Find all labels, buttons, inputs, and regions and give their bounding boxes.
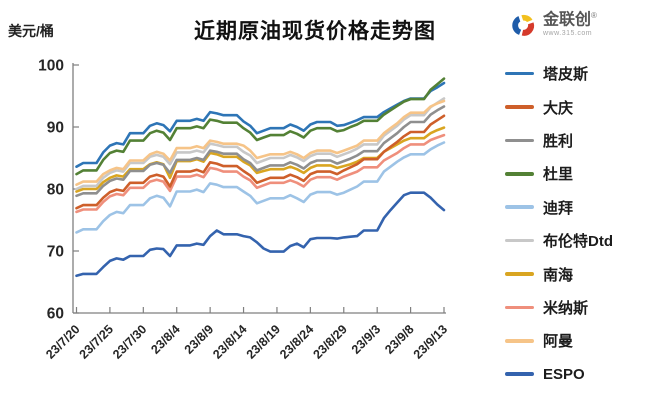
legend-label-daqing: 大庆 [543,99,574,117]
x-tick-label: 23/7/25 [77,322,116,361]
legend-label-minas: 米纳斯 [543,299,589,317]
legend-item-tapis: 塔皮斯 [505,57,645,90]
series-line-shengli [75,105,446,198]
x-tick-label: 23/8/19 [244,322,283,361]
logo-registered-mark: ® [591,11,597,20]
legend-swatch-oman [505,339,534,343]
legend-label-espo: ESPO [543,365,585,383]
logo-brand-text: 金联创 [543,11,592,29]
legend-swatch-nanhai [505,272,534,276]
legend-item-duri: 杜里 [505,157,645,190]
series-line-espo [75,191,446,278]
legend-swatch-daqing [505,105,534,109]
y-tick-label: 70 [47,244,64,261]
jlc-logo: 金联创® www.315.com [508,12,597,40]
x-tick-label: 23/8/24 [277,322,316,361]
legend-item-daqing: 大庆 [505,90,645,123]
x-tick-label: 23/7/20 [43,322,82,361]
series-line-oman [75,99,446,186]
legend-item-minas: 米纳斯 [505,291,645,324]
legend-label-brent-dtd: 布伦特Dtd [543,233,613,251]
series-line-daqing [75,114,446,210]
legend-item-nanhai: 南海 [505,257,645,290]
legend-label-oman: 阿曼 [543,333,574,351]
legend-swatch-minas [505,305,534,310]
x-tick-label: 23/8/29 [310,322,349,361]
logo-url-text: www.315.com [543,30,593,38]
y-tick-label: 90 [47,120,64,137]
series-line-dubai [75,141,446,234]
legend-label-tapis: 塔皮斯 [543,66,589,84]
legend-label-shengli: 胜利 [543,132,574,150]
page-title: 近期原油现货价格走势图 [194,20,436,43]
y-tick-label: 80 [47,182,64,199]
legend-item-shengli: 胜利 [505,124,645,157]
x-tick-label: 23/8/14 [210,322,249,361]
series-line-brent-dtd [75,97,446,191]
x-tick-label: 23/9/3 [349,322,384,357]
legend-label-duri: 杜里 [543,166,574,184]
x-tick-label: 23/8/4 [148,322,183,357]
x-tick-label: 23/7/30 [110,322,149,361]
legend-swatch-espo [505,372,534,376]
legend-swatch-shengli [505,138,534,143]
y-tick-label: 100 [38,58,64,75]
x-tick-label: 23/9/13 [411,322,450,361]
legend-swatch-duri [505,172,534,176]
y-axis-unit-label: 美元/桶 [8,23,54,39]
y-tick-label: 60 [47,306,64,323]
jlc-logo-icon [512,14,535,36]
series-line-tapis [75,81,446,168]
logo-texts: 金联创® www.315.com [543,11,597,38]
legend-label-nanhai: 南海 [543,266,574,284]
chart-legend: 塔皮斯大庆胜利杜里迪拜布伦特Dtd 南海米纳斯阿曼 ESPO [505,57,645,391]
legend-item-oman: 阿曼 [505,324,645,357]
legend-swatch-tapis [505,71,534,76]
legend-item-espo: ESPO [505,358,645,391]
series-line-duri [75,77,446,176]
legend-label-dubai: 迪拜 [543,199,574,217]
series-line-minas [75,133,446,214]
legend-swatch-brent-dtd [505,238,534,243]
legend-swatch-dubai [505,205,534,210]
legend-item-dubai: 迪拜 [505,191,645,224]
legend-item-brent-dtd: 布伦特Dtd [505,224,645,257]
